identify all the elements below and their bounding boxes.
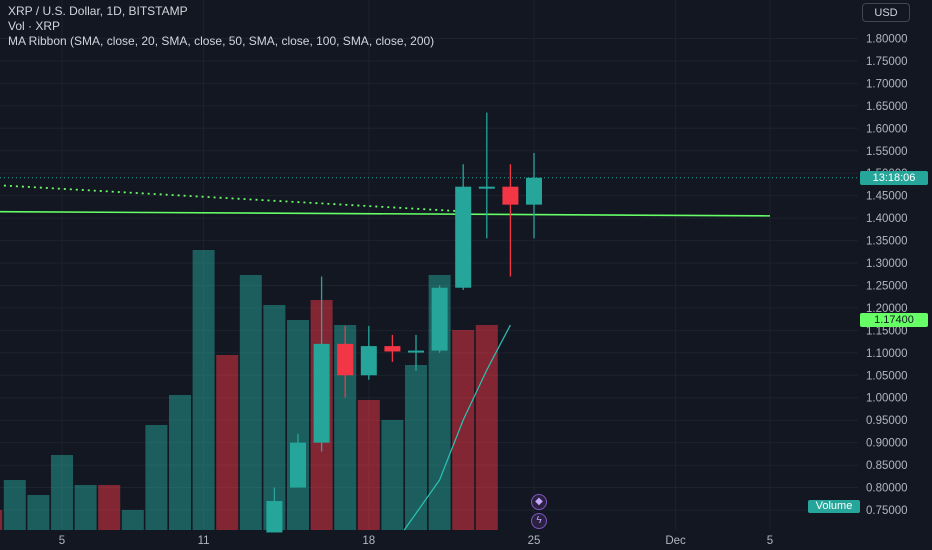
volume-bar <box>452 330 475 530</box>
y-tick-label: 1.00000 <box>866 393 908 405</box>
candle-body <box>337 343 354 376</box>
volume-legend[interactable]: Vol · XRP <box>8 19 61 33</box>
x-tick-label: 25 <box>528 535 541 547</box>
y-tick-label: 0.85000 <box>866 460 908 472</box>
candle-body <box>313 343 330 443</box>
volume-bar <box>216 355 239 530</box>
y-tick-label: 1.60000 <box>866 123 908 135</box>
y-tick-label: 1.45000 <box>866 191 908 203</box>
y-tick-label: 0.80000 <box>866 483 908 495</box>
y-tick-label: 1.05000 <box>866 370 908 382</box>
y-tick-label: 1.80000 <box>866 34 908 46</box>
volume-scale-label: Volume <box>808 500 860 513</box>
volume-bar <box>405 365 427 530</box>
volume-bar <box>51 455 73 530</box>
volume-bar <box>287 320 309 530</box>
y-tick-label: 1.55000 <box>866 146 908 158</box>
candle-body <box>266 501 283 533</box>
y-tick-label: 1.65000 <box>866 101 908 113</box>
volume-bar <box>74 485 97 530</box>
candle-body <box>526 177 542 205</box>
candle-body <box>408 350 424 353</box>
symbol-title[interactable]: XRP / U.S. Dollar, 1D, BITSTAMP <box>8 4 188 18</box>
x-tick-label: 5 <box>767 535 773 547</box>
y-tick-label: 1.25000 <box>866 280 908 292</box>
volume-bar <box>239 275 262 530</box>
volume-bar <box>3 480 26 530</box>
y-tick-label: 1.20000 <box>866 303 908 315</box>
candle-body <box>502 186 519 205</box>
candle-body <box>360 346 377 376</box>
x-tick-label: Dec <box>665 535 686 547</box>
y-tick-label: 1.70000 <box>866 78 908 90</box>
volume-bar <box>169 395 191 530</box>
ma-line <box>0 184 464 213</box>
volume-bar <box>27 495 50 530</box>
volume-bar <box>98 485 121 530</box>
y-tick-label: 1.30000 <box>866 258 908 270</box>
candle-body <box>431 287 448 351</box>
volume-bar <box>263 305 286 530</box>
y-tick-label: 0.95000 <box>866 415 908 427</box>
ma-ribbon-legend[interactable]: MA Ribbon (SMA, close, 20, SMA, close, 5… <box>8 34 435 48</box>
x-tick-label: 11 <box>198 535 210 547</box>
y-tick-label: 1.15000 <box>866 325 908 337</box>
candle-body <box>455 186 472 288</box>
volume-bar <box>145 425 168 530</box>
volume-bar <box>334 325 357 530</box>
volume-bar <box>381 420 404 530</box>
current-price-label: 13:18:06 <box>860 170 928 185</box>
x-tick-label: 5 <box>59 535 65 547</box>
y-tick-label: 1.75000 <box>866 56 908 68</box>
candle-body <box>384 346 401 352</box>
currency-button[interactable]: USD <box>862 3 910 22</box>
ma-line <box>0 210 771 217</box>
y-tick-label: 1.10000 <box>866 348 908 360</box>
x-tick-label: 18 <box>362 535 375 547</box>
volume-ma-line <box>403 324 511 531</box>
y-tick-label: 1.40000 <box>866 213 908 225</box>
chart-legend: XRP / U.S. Dollar, 1D, BITSTAMP Vol · XR… <box>8 4 434 49</box>
volume-bar <box>357 400 380 530</box>
candle-body <box>478 186 495 189</box>
y-tick-label: 1.35000 <box>866 236 908 248</box>
candle-body <box>290 442 306 488</box>
indicator-icon[interactable]: ◆ <box>531 494 547 510</box>
ma-price-label: 1.17400 <box>860 312 928 327</box>
y-tick-label: 0.75000 <box>866 505 908 517</box>
volume-bar <box>192 250 215 530</box>
volume-bar <box>0 510 3 530</box>
volume-bar <box>475 325 498 530</box>
indicator-lightning-icon[interactable]: ϟ <box>531 513 547 529</box>
y-tick-label: 0.90000 <box>866 438 908 450</box>
volume-bar <box>121 510 144 530</box>
